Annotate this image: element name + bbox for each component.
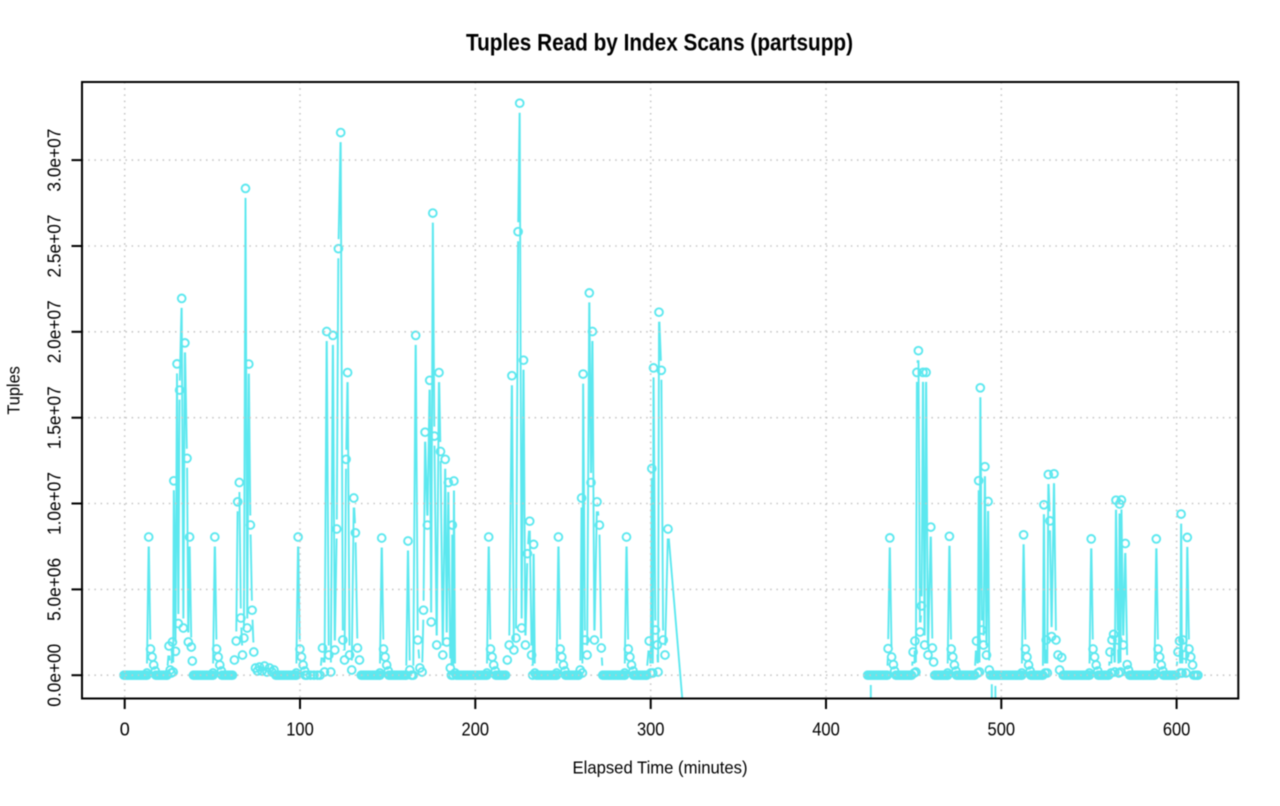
svg-text:500: 500 (988, 720, 1016, 740)
svg-text:Elapsed Time (minutes): Elapsed Time (minutes) (573, 758, 748, 778)
svg-text:300: 300 (637, 720, 665, 740)
svg-text:0: 0 (120, 720, 130, 740)
svg-text:1.0e+07: 1.0e+07 (44, 472, 64, 535)
svg-text:5.0e+06: 5.0e+06 (44, 558, 64, 621)
svg-text:600: 600 (1163, 720, 1191, 740)
svg-text:2.0e+07: 2.0e+07 (44, 300, 64, 363)
svg-text:Tuples: Tuples (4, 366, 24, 415)
svg-text:400: 400 (812, 720, 840, 740)
svg-text:200: 200 (462, 720, 490, 740)
svg-text:1.5e+07: 1.5e+07 (44, 386, 64, 449)
svg-text:2.5e+07: 2.5e+07 (44, 215, 64, 278)
svg-text:3.0e+07: 3.0e+07 (44, 129, 64, 192)
svg-text:100: 100 (286, 720, 314, 740)
svg-text:Tuples Read by Index Scans (pa: Tuples Read by Index Scans (partsupp) (466, 30, 853, 57)
svg-text:0.0e+00: 0.0e+00 (44, 644, 64, 707)
